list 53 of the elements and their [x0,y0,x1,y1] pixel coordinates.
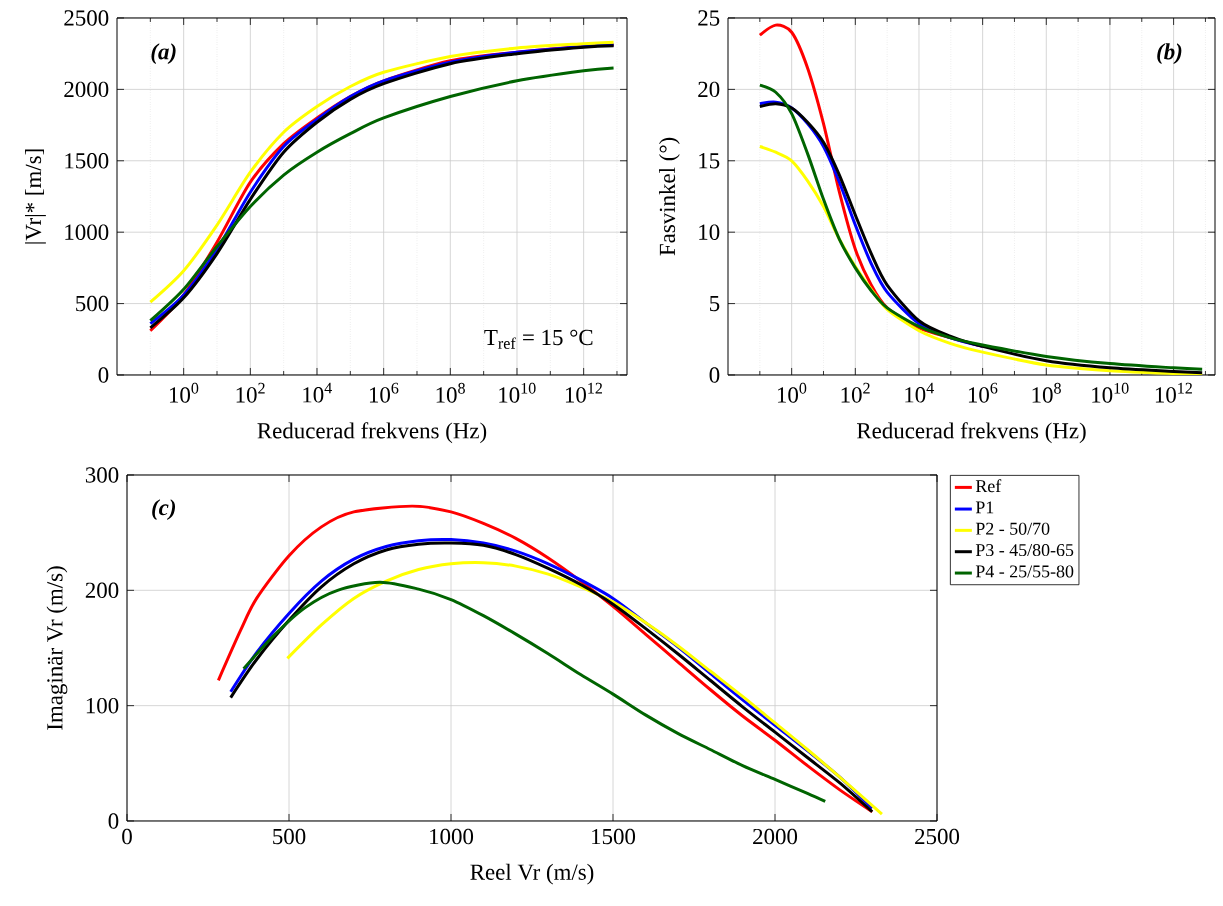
y-tick-label: 0 [98,367,109,383]
y-tick-label: 1000 [65,224,109,240]
legend-label: P3 - 45/80-65 [975,544,1074,557]
x-tick-label: 10$^{0}$ [777,382,807,403]
x-tick-label: 2000 [753,828,798,845]
y-axis-title: Imaginär Vr (m/s) [46,566,68,730]
x-tick-label: 10$^{12}$ [1155,382,1192,403]
y-tick-label: 15 [699,153,720,169]
x-axis-title: Reducerad frekvens (Hz) [857,422,1086,444]
y-tick-label: 2500 [64,10,109,26]
x-tick-label: 2500 [915,828,960,845]
y-tick-label: 20 [698,81,720,98]
x-axis-title: Reel Vr (m/s) [470,863,594,885]
annotation: (c) [152,499,176,520]
legend-label: Ref [975,479,1002,493]
legend-label: P2 - 50/70 [975,522,1050,535]
y-tick-label: 5 [710,295,720,312]
y-axis-title: Fasvinkel (°) [659,137,680,256]
annotation: (b) [1157,43,1182,65]
line-series [242,580,827,803]
x-tick-label: 10$^{4}$ [303,382,332,403]
legend-label: P4 - 25/55-80 [975,565,1074,578]
x-tick-label: 10$^{4}$ [905,382,934,403]
y-tick-label: 200 [85,582,119,599]
y-tick-label: 25 [698,10,720,26]
x-tick-label: 10$^{12}$ [565,382,602,403]
x-tick-label: 0 [122,828,132,845]
x-tick-label: 500 [273,828,306,845]
legend-label: P1 [975,501,994,514]
y-tick-label: 10 [699,224,720,240]
x-tick-label: 10$^{10}$ [499,382,536,403]
y-tick-label: 0 [108,813,119,829]
x-tick-label: 10$^{6}$ [968,382,998,403]
x-tick-label: 1500 [592,828,636,845]
y-tick-label: 300 [85,467,119,483]
x-tick-label: 10$^{8}$ [1032,382,1061,403]
y-axis-title: |Vr|* [m/s] [25,149,46,244]
y-tick-label: 100 [86,697,119,714]
annotation: T$_{ref}$ = 15 °C [484,329,593,349]
x-tick-label: 10$^{2}$ [236,382,265,403]
y-tick-label: 0 [709,367,720,383]
x-axis-title: Reducerad frekvens (Hz) [257,422,487,444]
y-tick-label: 2000 [64,81,109,98]
x-tick-label: 10$^{10}$ [1092,382,1129,403]
x-tick-label: 10$^{8}$ [436,382,465,403]
annotation: (a) [151,43,176,65]
x-tick-label: 10$^{6}$ [369,382,399,403]
y-tick-label: 500 [76,295,109,312]
line-series [285,561,884,816]
x-tick-label: 10$^{2}$ [841,382,870,403]
x-tick-label: 10$^{0}$ [169,382,199,403]
x-tick-label: 1000 [430,828,474,845]
y-tick-label: 1500 [65,153,109,169]
